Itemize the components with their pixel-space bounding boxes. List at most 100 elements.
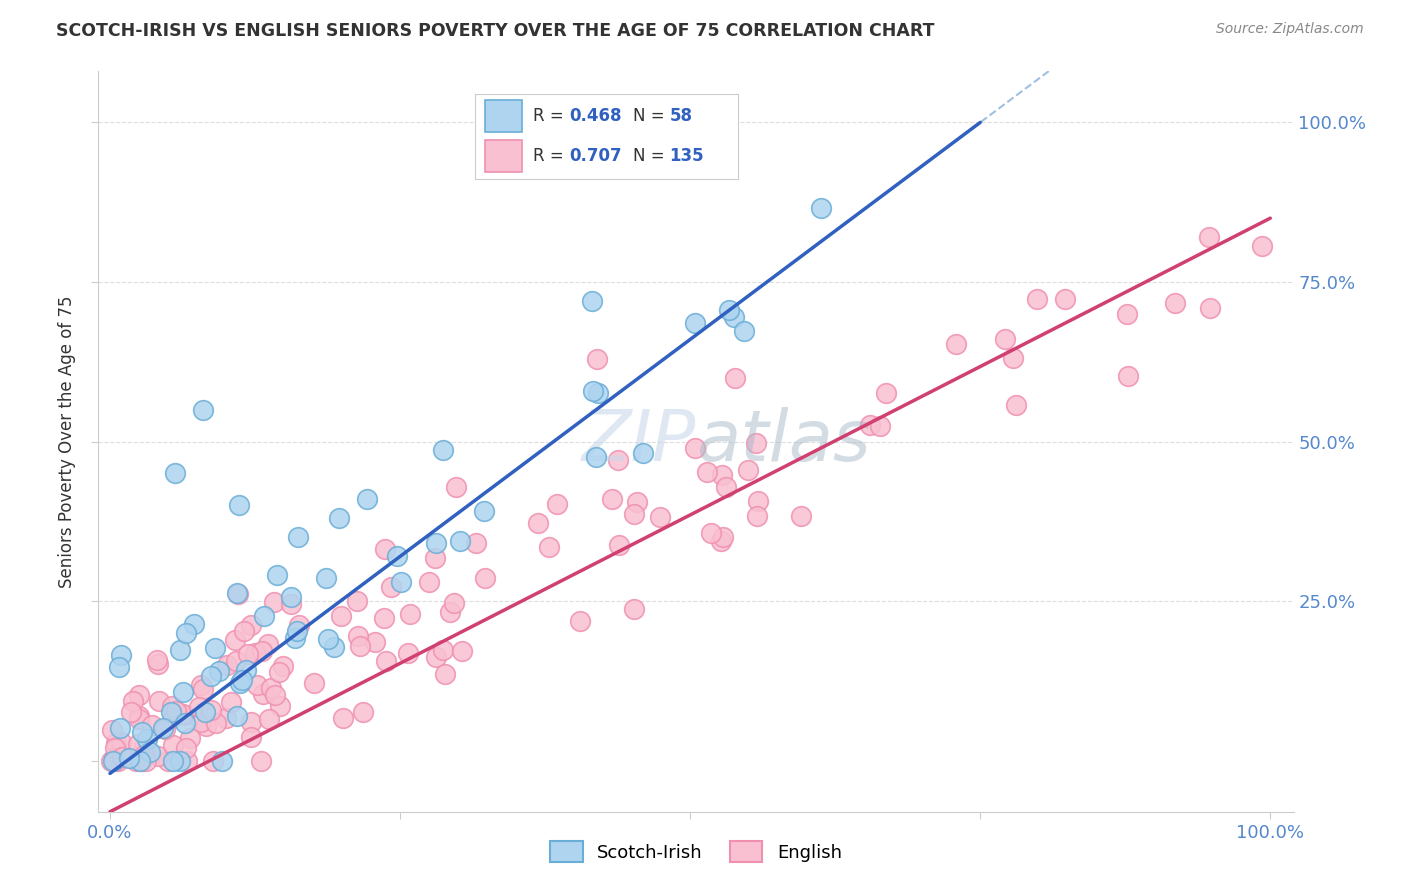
Point	[120, 705, 142, 719]
Point	[432, 643, 454, 657]
Point	[994, 332, 1017, 346]
Point	[225, 708, 247, 723]
Point	[271, 658, 294, 673]
Point	[1250, 239, 1272, 253]
Point	[352, 705, 374, 719]
Point	[280, 597, 302, 611]
Point	[191, 681, 214, 696]
Point	[315, 571, 337, 585]
Point	[103, 751, 125, 765]
Point	[190, 678, 212, 692]
Point	[626, 495, 648, 509]
Point	[302, 675, 325, 690]
Point	[228, 676, 250, 690]
Point	[238, 647, 260, 661]
Text: Source: ZipAtlas.com: Source: ZipAtlas.com	[1216, 22, 1364, 37]
Point	[537, 540, 560, 554]
Point	[316, 632, 339, 647]
Point	[204, 641, 226, 656]
Point	[472, 504, 495, 518]
Point	[252, 687, 274, 701]
Point	[582, 384, 605, 398]
Point	[586, 351, 609, 366]
Point	[346, 593, 368, 607]
Point	[569, 614, 592, 628]
Point	[127, 737, 149, 751]
Point	[253, 609, 276, 624]
Point	[165, 704, 187, 718]
Point	[328, 511, 350, 525]
Point	[224, 632, 246, 647]
Point	[110, 735, 132, 749]
Point	[1116, 368, 1139, 383]
Point	[1116, 307, 1139, 321]
Point	[172, 706, 194, 721]
Point	[418, 574, 440, 589]
Point	[125, 754, 148, 768]
Point	[1005, 398, 1028, 412]
Point	[875, 385, 897, 400]
Point	[122, 694, 145, 708]
Point	[200, 669, 222, 683]
Point	[169, 754, 191, 768]
Point	[425, 649, 447, 664]
Point	[243, 646, 266, 660]
Point	[329, 609, 352, 624]
Point	[443, 596, 465, 610]
Point	[108, 721, 131, 735]
Point	[134, 739, 156, 754]
Point	[267, 665, 290, 680]
Point	[128, 688, 150, 702]
Point	[373, 611, 395, 625]
Point	[219, 695, 242, 709]
Point	[332, 711, 354, 725]
Point	[128, 709, 150, 723]
Point	[225, 586, 247, 600]
Point	[105, 736, 128, 750]
Point	[745, 436, 768, 450]
Point	[174, 741, 197, 756]
Point	[103, 754, 125, 768]
Point	[790, 509, 813, 524]
Point	[165, 467, 187, 481]
Y-axis label: Seniors Poverty Over the Age of 75: Seniors Poverty Over the Age of 75	[58, 295, 76, 588]
Point	[146, 653, 169, 667]
Point	[446, 480, 468, 494]
Point	[723, 310, 745, 325]
Text: atlas: atlas	[696, 407, 870, 476]
Point	[439, 605, 461, 619]
Point	[131, 725, 153, 739]
Point	[747, 508, 769, 523]
Point	[160, 705, 183, 719]
Point	[347, 629, 370, 643]
Point	[194, 718, 217, 732]
Point	[108, 660, 131, 674]
Point	[284, 631, 307, 645]
Point	[869, 419, 891, 434]
Point	[711, 530, 734, 544]
Point	[117, 751, 139, 765]
Point	[465, 536, 488, 550]
Point	[183, 617, 205, 632]
Point	[132, 748, 155, 763]
Point	[146, 657, 169, 672]
Point	[263, 595, 285, 609]
Point	[375, 654, 398, 668]
Point	[148, 694, 170, 708]
Point	[623, 507, 645, 521]
Point	[363, 635, 385, 649]
Point	[225, 654, 247, 668]
Point	[162, 738, 184, 752]
Point	[434, 666, 457, 681]
Point	[246, 678, 269, 692]
Point	[356, 491, 378, 506]
Point	[260, 681, 283, 695]
Point	[249, 754, 271, 768]
Point	[257, 637, 280, 651]
Point	[733, 324, 755, 338]
Legend: Scotch-Irish, English: Scotch-Irish, English	[543, 834, 849, 870]
Point	[287, 530, 309, 544]
Point	[169, 643, 191, 657]
Point	[859, 418, 882, 433]
Point	[128, 754, 150, 768]
